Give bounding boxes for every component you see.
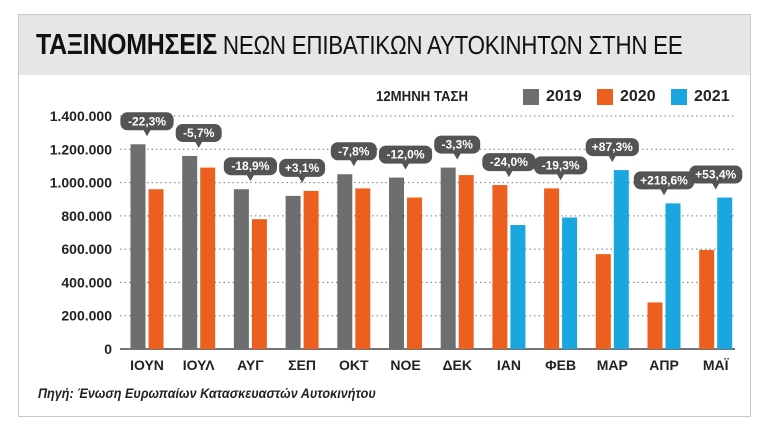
bar-2020 — [355, 188, 371, 349]
change-label: -5,7% — [183, 126, 215, 140]
y-tick-label: 800.000 — [61, 208, 112, 224]
chart-title-rest: ΝΕΩΝ ΕΠΙΒΑΤΙΚΩΝ ΑΥΤΟΚΙΝΗΤΩΝ ΣΤΗΝ ΕΕ — [216, 30, 683, 60]
y-tick-label: 1.200.000 — [50, 141, 112, 157]
legend-item-2020: 2020 — [597, 88, 656, 106]
x-tick-label: ΜΑΡ — [597, 357, 628, 373]
bar-2019 — [389, 177, 404, 349]
bar-2020 — [595, 254, 611, 349]
bar-2020 — [148, 189, 164, 349]
change-badge-pointer — [556, 173, 565, 181]
change-badge — [434, 135, 481, 154]
change-badge — [689, 165, 743, 184]
chart-subtitle: 12ΜΗΝΗ ΤΑΣΗ — [376, 88, 469, 105]
bar-2020 — [407, 197, 422, 349]
change-badge — [120, 112, 174, 131]
change-badge — [633, 171, 695, 190]
x-tick-label: ΦΕΒ — [545, 357, 576, 373]
change-badge-pointer — [143, 129, 151, 137]
chart-title-bold: ΤΑΞΙΝΟΜΗΣΕΙΣ — [36, 29, 217, 61]
legend-label-2020: 2020 — [620, 88, 656, 105]
change-label: +218,6% — [640, 173, 688, 187]
bar-2020 — [458, 175, 474, 349]
bar-2019 — [130, 144, 146, 349]
bar-2020 — [303, 190, 319, 349]
legend-swatch-2021 — [671, 89, 687, 105]
bar-2021 — [613, 170, 629, 349]
change-label: -18,9% — [231, 159, 269, 173]
x-tick-label: ΣΕΠ — [288, 357, 316, 373]
change-badge-pointer — [711, 182, 720, 190]
bar-2021 — [717, 197, 733, 349]
x-tick-label: ΜΑΪ — [703, 357, 730, 373]
change-label: -7,8% — [338, 144, 370, 158]
x-tick-label: ΑΠΡ — [649, 357, 679, 373]
legend-label-2019: 2019 — [546, 88, 582, 105]
x-tick-label: ΙΟΥΝ — [130, 357, 164, 373]
change-badge-pointer — [246, 174, 255, 182]
y-tick-label: 600.000 — [61, 241, 112, 257]
x-tick-label: ΙΟΥΛ — [183, 357, 215, 373]
change-badge-pointer — [608, 155, 617, 163]
bar-2020 — [251, 219, 267, 349]
bar-2019 — [233, 189, 249, 349]
y-tick-label: 400.000 — [61, 274, 112, 290]
change-badge — [279, 158, 326, 177]
bar-2021 — [665, 203, 681, 349]
change-badge-pointer — [194, 140, 203, 148]
change-badge-pointer — [453, 152, 462, 160]
change-label: -12,0% — [386, 148, 424, 162]
bar-2021 — [510, 225, 526, 349]
change-badge — [534, 156, 588, 175]
legend-swatch-2019 — [523, 89, 539, 105]
legend-label-2021: 2021 — [694, 88, 730, 105]
bar-2020 — [544, 188, 560, 349]
legend-item-2019: 2019 — [523, 88, 582, 106]
change-badge — [585, 138, 639, 157]
change-badge-pointer — [660, 188, 668, 196]
change-label: -19,3% — [542, 158, 580, 172]
source-note: Πηγή: Ένωση Ευρωπαίων Κατασκευαστών Αυτο… — [38, 385, 376, 401]
change-label: +87,3% — [592, 140, 633, 154]
change-badge-pointer — [298, 175, 307, 183]
change-label: +53,4% — [695, 168, 736, 182]
change-badge — [482, 153, 536, 172]
title-bar — [19, 15, 750, 75]
bar-2020 — [200, 167, 216, 349]
change-badge — [330, 142, 377, 161]
bar-2020 — [492, 185, 508, 349]
y-tick-label: 0 — [104, 341, 112, 357]
change-badge — [378, 145, 433, 164]
x-tick-label: ΟΚΤ — [339, 357, 369, 373]
x-tick-label: ΙΑΝ — [497, 357, 521, 373]
bar-2019 — [337, 174, 353, 349]
x-tick-label: ΔΕΚ — [442, 357, 472, 373]
chart-title: ΤΑΞΙΝΟΜΗΣΕΙΣ ΝΕΩΝ ΕΠΙΒΑΤΙΚΩΝ ΑΥΤΟΚΙΝΗΤΩΝ… — [36, 29, 683, 61]
x-tick-label: ΝΟΕ — [390, 357, 420, 373]
change-badge — [175, 123, 222, 142]
x-tick-label: ΑΥΓ — [237, 357, 264, 373]
y-tick-label: 1.000.000 — [50, 175, 112, 191]
change-badge-pointer — [504, 170, 513, 178]
change-label: -24,0% — [490, 155, 528, 169]
bar-2020 — [699, 249, 715, 349]
change-badge — [223, 157, 277, 176]
bar-2021 — [562, 217, 578, 349]
y-tick-label: 200.000 — [61, 308, 112, 324]
change-label: -22,3% — [128, 114, 166, 128]
bar-2019 — [285, 195, 301, 349]
change-badge-pointer — [349, 159, 358, 167]
change-label: -3,3% — [442, 138, 474, 152]
change-label: +3,1% — [285, 161, 320, 175]
y-tick-label: 1.400.000 — [50, 108, 112, 124]
bar-2019 — [440, 167, 456, 349]
bar-2019 — [182, 155, 198, 349]
legend-item-2021: 2021 — [671, 88, 730, 106]
change-badge-pointer — [401, 162, 410, 170]
legend-swatch-2020 — [597, 89, 613, 105]
bar-2020 — [647, 302, 663, 349]
